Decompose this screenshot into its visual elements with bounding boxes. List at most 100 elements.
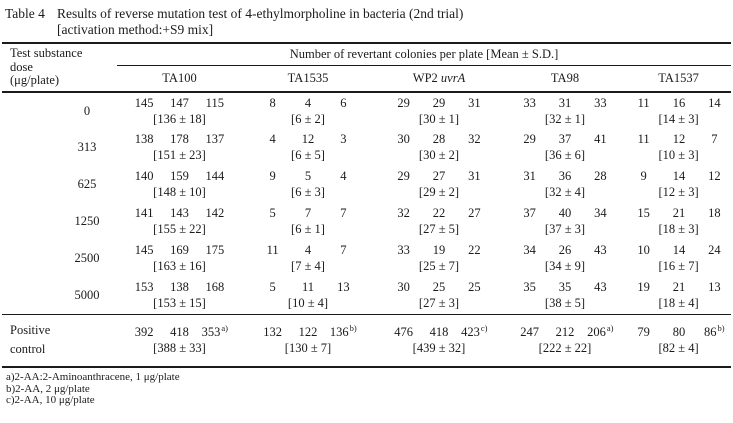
colony-count: 10 xyxy=(637,243,650,257)
colony-count: 9 xyxy=(640,169,647,183)
plate-counts: 11 12 7 xyxy=(626,131,732,147)
plate-counts: 31 36 28 xyxy=(512,168,618,184)
table-number: Table 4 xyxy=(5,6,45,21)
mean-sd: [32 ± 1] xyxy=(544,111,586,126)
colony-count: 418 xyxy=(429,324,449,339)
mean-sd: [14 ± 3] xyxy=(658,111,699,126)
plate-counts: 11 4 7 xyxy=(255,242,361,258)
colony-count: 22 xyxy=(468,243,481,257)
colony-count: 33 xyxy=(523,95,536,110)
mean-sd: [27 ± 3] xyxy=(418,295,460,310)
spanner-header: Number of revertant colonies per plate [… xyxy=(117,43,732,66)
strain-cell: 145 169 175 [163 ± 16] xyxy=(117,240,242,277)
colony-count: 206 xyxy=(587,324,606,339)
table-title: Table 4 Results of reverse mutation test… xyxy=(0,0,733,38)
mean-sd: [130 ± 7] xyxy=(284,340,332,355)
activation-method: [activation method:+S9 mix] xyxy=(57,22,214,37)
plate-counts: 33 31 33 xyxy=(512,95,618,111)
dose-cell: 5000 xyxy=(74,287,100,302)
colony-count: 14 xyxy=(672,243,686,257)
plate-counts: 145 147 115 xyxy=(127,95,233,111)
colony-count: 86 xyxy=(704,324,717,339)
dose-cell: 2500 xyxy=(74,251,100,265)
strain-cell: 140 159 144 [148 ± 10] xyxy=(117,166,242,203)
colony-count-with-marker: 136b) xyxy=(326,323,361,340)
mean-sd: [222 ± 22] xyxy=(538,340,592,355)
strain-cell: 37 40 34 [37 ± 3] xyxy=(504,203,626,240)
colony-count: 22 xyxy=(432,206,446,220)
plate-counts: 9 14 12 xyxy=(626,168,732,184)
mean-sd: [6 ± 1] xyxy=(291,222,325,236)
colony-count: 29 xyxy=(397,95,410,110)
dose-header-line: (μg/plate) xyxy=(10,73,60,88)
mean-sd: [6 ± 5] xyxy=(291,148,325,162)
colony-count: 21 xyxy=(672,279,686,294)
strain-header-ta98: TA98 xyxy=(550,71,580,85)
colony-count: 138 xyxy=(134,132,154,146)
colony-count: 143 xyxy=(170,206,189,220)
strain-header-ta100: TA100 xyxy=(162,71,197,85)
mean-sd: [12 ± 3] xyxy=(658,185,699,199)
colony-count: 12 xyxy=(708,169,721,183)
colony-count: 392 xyxy=(134,324,154,339)
colony-count: 36 xyxy=(558,169,572,183)
mean-sd: [153 ± 15] xyxy=(153,295,206,310)
colony-count: 168 xyxy=(205,279,225,294)
table-row: 2500 145 169 175 [163 ± 16] 11 4 7 [7 ± 4] 33 19 22… xyxy=(2,240,731,277)
colony-count: 5 xyxy=(269,279,276,294)
colony-count: 3 xyxy=(340,132,347,146)
plate-counts: 5 7 7 xyxy=(255,205,361,221)
colony-count: 5 xyxy=(269,206,276,220)
strain-header-ta1535: TA1535 xyxy=(287,71,329,85)
plate-counts: 15 21 18 xyxy=(626,205,732,221)
mean-sd: [18 ± 4] xyxy=(658,295,699,310)
colony-count: 30 xyxy=(397,132,410,146)
colony-count: 11 xyxy=(301,279,315,294)
colony-count: 7 xyxy=(340,243,347,257)
colony-count: 418 xyxy=(170,324,189,339)
dose-cell: 1250 xyxy=(74,214,100,228)
colony-count: 4 xyxy=(340,169,347,183)
colony-count: 7 xyxy=(304,206,312,220)
colony-count: 41 xyxy=(594,132,607,146)
strain-cell: 11 16 14 [14 ± 3] xyxy=(626,92,731,129)
colony-count: 13 xyxy=(337,279,350,294)
footnote-marker: a) xyxy=(606,322,614,333)
colony-count: 141 xyxy=(134,206,154,220)
colony-count: 29 xyxy=(397,169,410,183)
colony-count: 31 xyxy=(523,169,536,183)
colony-count: 18 xyxy=(708,206,721,220)
mean-sd: [10 ± 3] xyxy=(658,148,699,162)
mean-sd: [6 ± 3] xyxy=(291,185,325,199)
strain-cell: 5 7 7 [6 ± 1] xyxy=(242,203,374,240)
strain-cell: 31 36 28 [32 ± 4] xyxy=(504,166,626,203)
plate-counts: 145 169 175 xyxy=(127,242,233,258)
strain-cell: 19 21 13 [18 ± 4] xyxy=(626,277,731,314)
colony-count: 31 xyxy=(468,169,481,183)
mean-sd: [36 ± 6] xyxy=(544,148,586,162)
plate-counts: 4 12 3 xyxy=(255,131,361,147)
plate-counts: 30 25 25 xyxy=(386,279,492,295)
dose-column-header: Test substance dose (μg/plate) xyxy=(2,43,117,92)
mean-sd: [38 ± 5] xyxy=(544,295,586,310)
mean-sd: [27 ± 5] xyxy=(418,222,460,236)
colony-count: 79 xyxy=(637,324,650,339)
footnote-a: a)2-AA:2-Aminoanthracene, 1 μg/plate xyxy=(6,371,180,383)
colony-count-with-marker: 206a) xyxy=(583,322,618,340)
colony-count: 28 xyxy=(432,132,446,146)
colony-count: 25 xyxy=(432,279,446,294)
footnote-b: b)2-AA, 2 μg/plate xyxy=(6,382,90,395)
plate-counts: 34 26 43 xyxy=(512,242,618,258)
colony-count: 28 xyxy=(594,169,607,183)
plate-counts: 476 418 423c) xyxy=(386,323,492,340)
colony-count: 35 xyxy=(558,279,572,294)
dose-header-line: dose xyxy=(10,59,33,74)
strain-cell: 141 143 142 [155 ± 22] xyxy=(117,203,242,240)
footnote-marker: b) xyxy=(717,322,725,333)
colony-count: 43 xyxy=(594,243,607,257)
strain-cell: 29 29 31 [30 ± 1] xyxy=(374,92,504,129)
colony-count: 247 xyxy=(520,324,540,339)
table-row: 0 145 147 115 [136 ± 18] 8 4 6 [6 ± 2] 29 29 31 [30 … xyxy=(2,92,731,129)
colony-count: 153 xyxy=(134,279,154,294)
colony-count: 19 xyxy=(432,243,446,257)
